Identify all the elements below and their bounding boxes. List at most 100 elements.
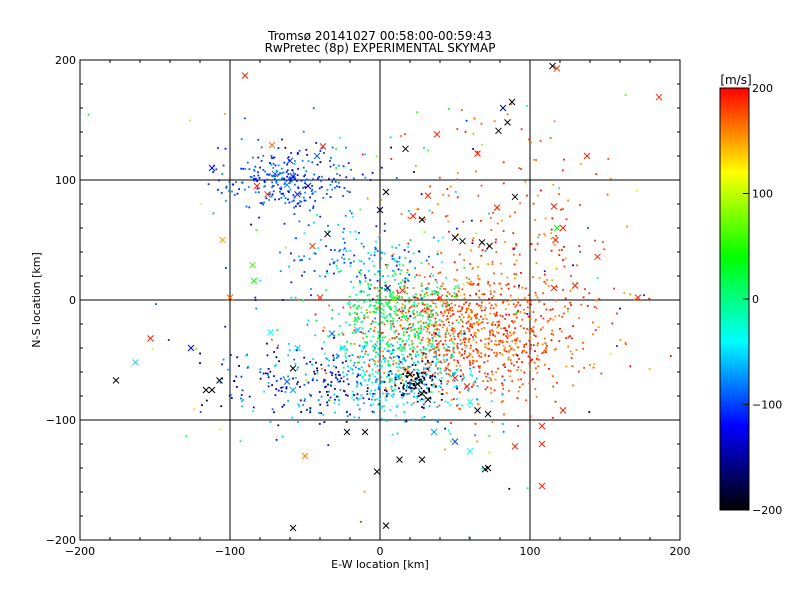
- data-point: [379, 362, 381, 364]
- data-point: [293, 213, 296, 215]
- data-point: [394, 376, 397, 379]
- data-point: [596, 277, 599, 280]
- data-point: [429, 310, 432, 313]
- data-point: [433, 348, 436, 351]
- data-point: [367, 330, 370, 333]
- data-point: [374, 375, 376, 378]
- data-point: [293, 178, 295, 180]
- data-point: [413, 392, 416, 395]
- data-point: [476, 150, 479, 153]
- data-point: [240, 400, 243, 403]
- data-point: [395, 336, 398, 338]
- data-point: [482, 380, 485, 383]
- data-point: [436, 328, 439, 330]
- data-point: [388, 363, 390, 365]
- data-point: [405, 315, 408, 317]
- data-point: [549, 317, 552, 320]
- data-point: [361, 376, 364, 379]
- data-point: [383, 252, 386, 255]
- data-point: [508, 313, 511, 316]
- data-point: [393, 349, 395, 351]
- data-point: [397, 309, 400, 312]
- data-point: [493, 282, 496, 285]
- data-point: [441, 393, 444, 395]
- data-point: [327, 390, 330, 393]
- data-point: [383, 410, 386, 412]
- data-point: [433, 290, 436, 292]
- data-point: [513, 247, 516, 249]
- data-point: [442, 302, 445, 304]
- data-point: [571, 365, 574, 367]
- data-point: [367, 316, 369, 319]
- data-point: [398, 377, 401, 380]
- data-point: [413, 384, 416, 387]
- data-point: [483, 361, 486, 364]
- data-point: [422, 398, 425, 401]
- data-point: [494, 339, 497, 342]
- data-point: [406, 277, 409, 280]
- data-point: [500, 272, 503, 275]
- data-point: [280, 186, 283, 189]
- data-point: [283, 404, 285, 406]
- data-point: [350, 261, 352, 264]
- data-point: [486, 386, 489, 389]
- data-point: [440, 320, 443, 323]
- data-point: [564, 305, 566, 308]
- data-point: [394, 305, 396, 308]
- data-point: [477, 403, 480, 405]
- data-point: [431, 314, 434, 317]
- data-point: [360, 306, 363, 309]
- data-point: [369, 304, 372, 306]
- data-point: [421, 406, 423, 408]
- data-point: [428, 362, 430, 364]
- data-point: [417, 334, 419, 336]
- data-point: [434, 322, 436, 325]
- data-point: [422, 328, 425, 331]
- data-point: [409, 353, 411, 356]
- data-point: [416, 296, 418, 299]
- data-point: [274, 175, 276, 178]
- data-point: [378, 297, 380, 300]
- data-point: [496, 222, 499, 225]
- data-point: [463, 297, 466, 300]
- data-point: [373, 305, 375, 307]
- data-point: [561, 315, 563, 318]
- data-point: [556, 381, 558, 384]
- data-point: [394, 373, 397, 376]
- data-point: [406, 286, 409, 289]
- data-point: [380, 307, 383, 310]
- data-point: [366, 197, 369, 200]
- data-point: [586, 305, 589, 307]
- data-point: [592, 366, 595, 369]
- data-point: [569, 301, 571, 304]
- data-point: [437, 372, 440, 375]
- data-point: [314, 200, 316, 202]
- data-point: [433, 401, 436, 404]
- data-point: [392, 356, 395, 359]
- data-point: [515, 273, 517, 276]
- data-point: [421, 309, 424, 312]
- data-point: [280, 196, 283, 199]
- data-point: [353, 311, 356, 314]
- data-point: [619, 339, 622, 341]
- data-point: [437, 390, 440, 393]
- data-point: [381, 392, 384, 395]
- data-point: [471, 386, 473, 388]
- data-point: [360, 242, 363, 245]
- data-point: [420, 327, 423, 330]
- data-point: [309, 407, 312, 409]
- data-point: [543, 303, 546, 306]
- data-point: [343, 241, 346, 244]
- data-point: [525, 399, 528, 402]
- data-point: [240, 397, 242, 400]
- data-point: [396, 260, 398, 263]
- data-point: [570, 357, 573, 359]
- data-point: [529, 334, 531, 337]
- data-point: [396, 354, 399, 357]
- data-point: [550, 339, 553, 341]
- data-point: [423, 146, 425, 149]
- data-point: [433, 325, 435, 327]
- data-point: [579, 204, 581, 206]
- data-point: [337, 223, 340, 226]
- data-point: [478, 289, 481, 292]
